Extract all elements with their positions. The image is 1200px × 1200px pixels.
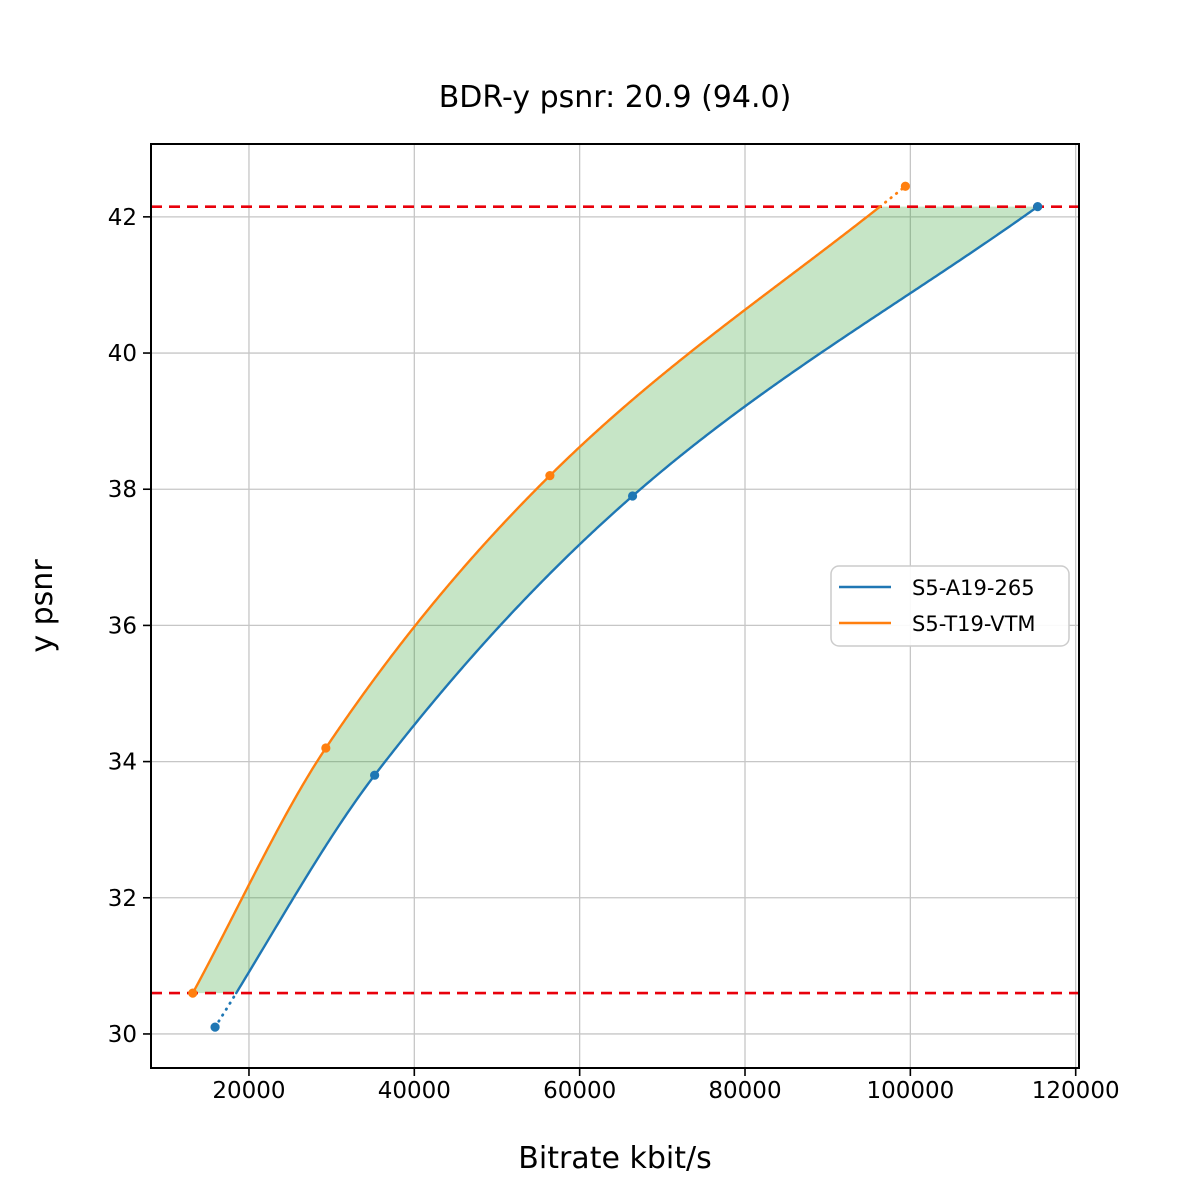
x-tick-label: 80000: [708, 1078, 781, 1104]
y-axis-label: y psnr: [25, 559, 60, 653]
data-point-s5-a19-265: [1033, 202, 1043, 212]
data-point-s5-t19-vtm: [545, 471, 555, 481]
legend-label-s5-t19-vtm: S5-T19-VTM: [912, 612, 1036, 636]
series-curves: [191, 184, 1039, 1029]
data-point-s5-t19-vtm: [900, 181, 910, 191]
x-tick-label: 60000: [543, 1078, 616, 1104]
x-tick-label: 120000: [1032, 1078, 1120, 1104]
axis-ticks: 20000 40000 60000 80000 100000 120000 30 32 34 36…: [108, 205, 1120, 1104]
bd-area-fill: [192, 206, 1038, 994]
y-tick-label: 38: [108, 477, 137, 503]
x-axis-label: Bitrate kbit/s: [518, 1141, 711, 1176]
overlap-bound-lines: [151, 205, 1079, 995]
x-tick-label: 40000: [378, 1078, 451, 1104]
plot-spines: [150, 143, 1080, 1069]
data-point-s5-t19-vtm: [321, 743, 331, 753]
chart-title: BDR-y psnr: 20.9 (94.0): [439, 80, 792, 115]
data-point-s5-a19-265: [627, 491, 638, 501]
y-tick-label: 34: [108, 750, 137, 776]
data-point-s5-a19-265: [210, 1022, 220, 1032]
x-tick-label: 20000: [212, 1078, 285, 1104]
y-tick-label: 30: [108, 1022, 137, 1048]
legend-label-s5-a19-265: S5-A19-265: [912, 576, 1035, 600]
series-line-s5-a19-265: [235, 205, 1039, 995]
y-tick-label: 32: [108, 886, 137, 912]
x-tick-label: 100000: [866, 1078, 954, 1104]
data-point-s5-a19-265: [370, 770, 380, 780]
series-line-s5-t19-vtm: [191, 205, 882, 995]
y-tick-label: 42: [108, 205, 137, 231]
data-point-s5-t19-vtm: [188, 988, 198, 998]
series-line-dotted-s5-t19-vtm: [878, 184, 907, 209]
y-tick-label: 36: [108, 613, 137, 639]
y-tick-label: 40: [108, 341, 137, 367]
bd-rate-area: [192, 206, 1038, 994]
legend: S5-A19-265 S5-T19-VTM: [830, 565, 1070, 647]
series-line-dotted-s5-a19-265: [213, 991, 238, 1029]
series-markers: [188, 181, 1043, 1032]
